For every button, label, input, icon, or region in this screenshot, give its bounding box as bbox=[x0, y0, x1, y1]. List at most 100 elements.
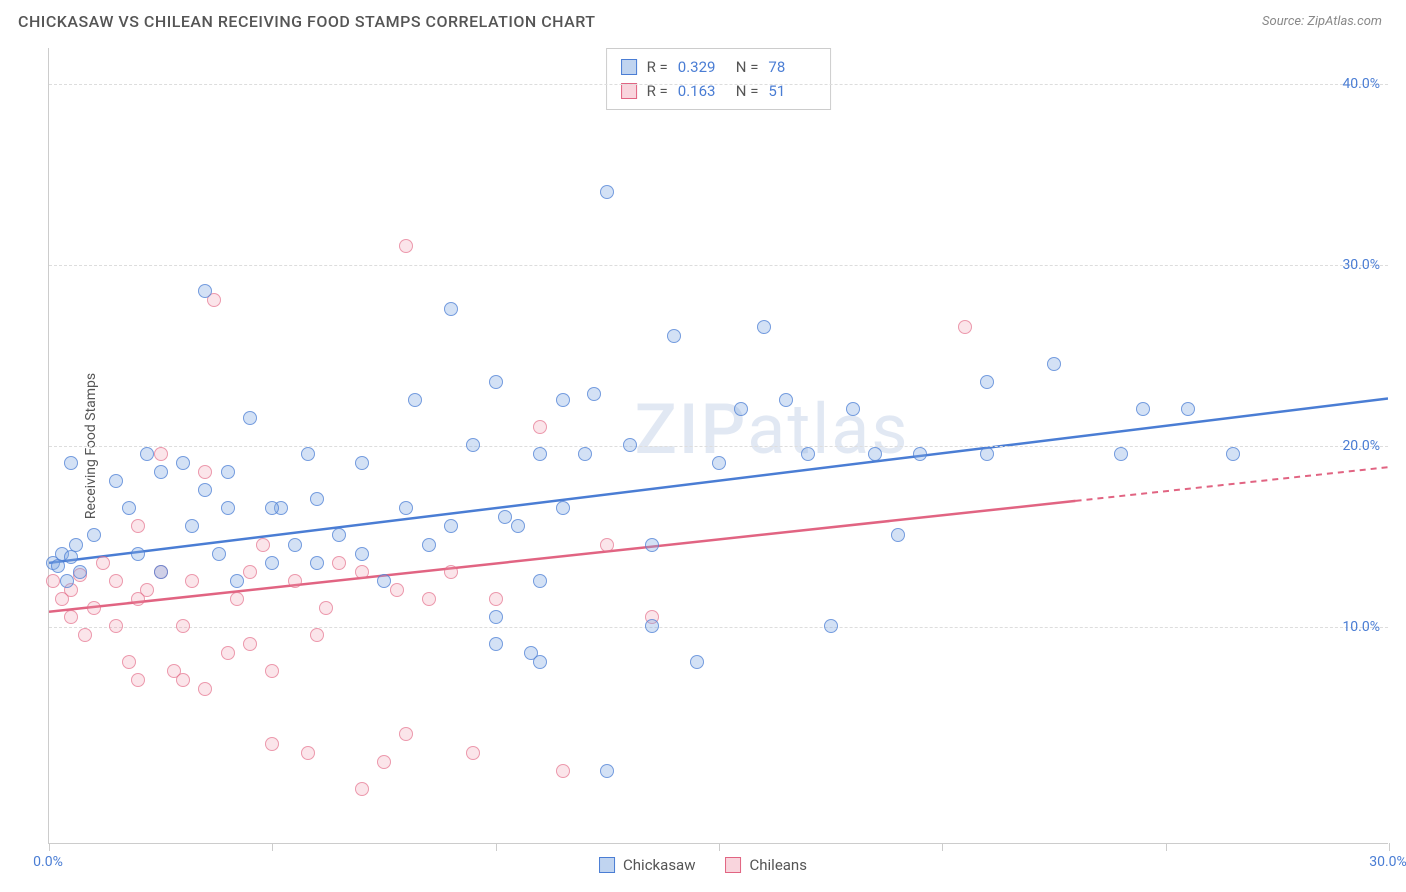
data-point bbox=[422, 538, 436, 552]
data-point bbox=[265, 664, 279, 678]
data-point bbox=[533, 574, 547, 588]
data-point bbox=[422, 592, 436, 606]
stats-box: R = 0.329 N = 78 R = 0.163 N = 51 bbox=[606, 48, 832, 110]
data-point bbox=[980, 447, 994, 461]
data-point bbox=[1181, 402, 1195, 416]
data-point bbox=[498, 510, 512, 524]
data-point bbox=[355, 456, 369, 470]
stats-n-label: N = bbox=[736, 55, 759, 79]
data-point bbox=[198, 465, 212, 479]
data-point bbox=[556, 393, 570, 407]
stats-n-label: N = bbox=[736, 79, 759, 103]
data-point bbox=[824, 619, 838, 633]
data-point bbox=[87, 601, 101, 615]
data-point bbox=[667, 329, 681, 343]
data-point bbox=[131, 673, 145, 687]
stats-r-label: R = bbox=[647, 55, 668, 79]
stats-r-label: R = bbox=[647, 79, 668, 103]
data-point bbox=[600, 538, 614, 552]
data-point bbox=[243, 637, 257, 651]
data-point bbox=[221, 465, 235, 479]
stats-n-value: 78 bbox=[768, 55, 816, 79]
data-point bbox=[390, 583, 404, 597]
data-point bbox=[230, 574, 244, 588]
data-point bbox=[734, 402, 748, 416]
data-point bbox=[64, 456, 78, 470]
stats-n-value: 51 bbox=[768, 79, 816, 103]
data-point bbox=[891, 528, 905, 542]
legend: Chickasaw Chileans bbox=[599, 856, 807, 874]
scatter-plot: ZIPatlas R = 0.329 N = 78 R = 0.163 N = … bbox=[48, 48, 1388, 844]
data-point bbox=[73, 565, 87, 579]
data-point bbox=[489, 637, 503, 651]
stats-row: R = 0.163 N = 51 bbox=[621, 79, 817, 103]
data-point bbox=[154, 565, 168, 579]
data-point bbox=[265, 501, 279, 515]
data-point bbox=[51, 559, 65, 573]
legend-label: Chileans bbox=[750, 856, 807, 874]
data-point bbox=[176, 673, 190, 687]
x-tick bbox=[496, 843, 497, 851]
data-point bbox=[131, 519, 145, 533]
data-point bbox=[958, 320, 972, 334]
data-point bbox=[230, 592, 244, 606]
data-point bbox=[87, 528, 101, 542]
legend-swatch bbox=[599, 857, 615, 873]
x-tick bbox=[942, 843, 943, 851]
data-point bbox=[332, 528, 346, 542]
data-point bbox=[846, 402, 860, 416]
x-tick-label-left: 0.0% bbox=[33, 854, 63, 870]
data-point bbox=[489, 375, 503, 389]
data-point bbox=[511, 519, 525, 533]
data-point bbox=[221, 646, 235, 660]
data-point bbox=[243, 565, 257, 579]
watermark: ZIPatlas bbox=[635, 389, 910, 471]
stats-row: R = 0.329 N = 78 bbox=[621, 55, 817, 79]
data-point bbox=[1114, 447, 1128, 461]
data-point bbox=[600, 764, 614, 778]
data-point bbox=[489, 592, 503, 606]
data-point bbox=[140, 447, 154, 461]
data-point bbox=[913, 447, 927, 461]
data-point bbox=[310, 492, 324, 506]
data-point bbox=[377, 574, 391, 588]
chart-header: CHICKASAW VS CHILEAN RECEIVING FOOD STAM… bbox=[0, 0, 1406, 39]
data-point bbox=[176, 456, 190, 470]
source-label: Source: ZipAtlas.com bbox=[1262, 14, 1382, 29]
data-point bbox=[377, 755, 391, 769]
legend-item: Chileans bbox=[726, 856, 807, 874]
data-point bbox=[265, 737, 279, 751]
data-point bbox=[154, 447, 168, 461]
data-point bbox=[533, 420, 547, 434]
data-point bbox=[1047, 357, 1061, 371]
data-point bbox=[64, 610, 78, 624]
data-point bbox=[310, 556, 324, 570]
data-point bbox=[408, 393, 422, 407]
data-point bbox=[801, 447, 815, 461]
data-point bbox=[185, 574, 199, 588]
gridline bbox=[49, 446, 1388, 447]
data-point bbox=[623, 438, 637, 452]
stats-r-value: 0.163 bbox=[678, 79, 726, 103]
x-tick bbox=[272, 843, 273, 851]
data-point bbox=[332, 556, 346, 570]
data-point bbox=[221, 501, 235, 515]
data-point bbox=[198, 682, 212, 696]
data-point bbox=[779, 393, 793, 407]
data-point bbox=[399, 501, 413, 515]
data-point bbox=[310, 628, 324, 642]
data-point bbox=[712, 456, 726, 470]
data-point bbox=[466, 438, 480, 452]
data-point bbox=[533, 447, 547, 461]
x-tick bbox=[49, 843, 50, 851]
legend-item: Chickasaw bbox=[599, 856, 695, 874]
chart-title: CHICKASAW VS CHILEAN RECEIVING FOOD STAM… bbox=[18, 12, 596, 31]
data-point bbox=[198, 284, 212, 298]
data-point bbox=[122, 655, 136, 669]
data-point bbox=[109, 619, 123, 633]
data-point bbox=[556, 501, 570, 515]
data-point bbox=[78, 628, 92, 642]
data-point bbox=[868, 447, 882, 461]
data-point bbox=[355, 782, 369, 796]
data-point bbox=[198, 483, 212, 497]
